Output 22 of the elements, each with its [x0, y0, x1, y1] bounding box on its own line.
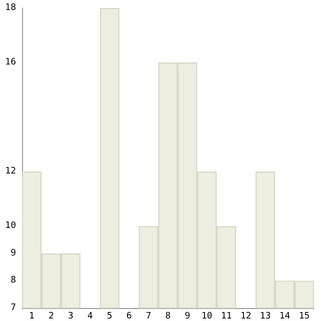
y-tick-label: 8 [10, 276, 16, 286]
x-tick-label: 4 [87, 312, 93, 321]
x-tick-label: 3 [68, 312, 74, 321]
x-tick-label: 6 [126, 312, 132, 321]
y-tick-label: 18 [5, 3, 16, 13]
x-tick-label: 7 [146, 312, 152, 321]
x-tick-label: 10 [202, 312, 212, 321]
x-tick-label: 11 [220, 312, 232, 321]
x-tick-label: 14 [279, 312, 290, 321]
x-tick-label: 8 [165, 312, 171, 321]
x-tick-label: 13 [260, 312, 271, 321]
x-tick-label: 15 [298, 312, 310, 321]
x-tick-label: 1 [29, 312, 34, 321]
y-tick-label: 7 [10, 303, 16, 313]
x-tick-label: 2 [48, 312, 54, 321]
y-tick-label: 12 [5, 166, 16, 177]
x-tick-label: 5 [106, 312, 112, 321]
y-tick-label: 10 [5, 221, 16, 232]
y-tick-label: 16 [5, 58, 16, 68]
x-tick-label: 9 [184, 312, 190, 321]
x-tick-label: 12 [240, 312, 252, 321]
y-tick-label: 9 [10, 248, 16, 258]
